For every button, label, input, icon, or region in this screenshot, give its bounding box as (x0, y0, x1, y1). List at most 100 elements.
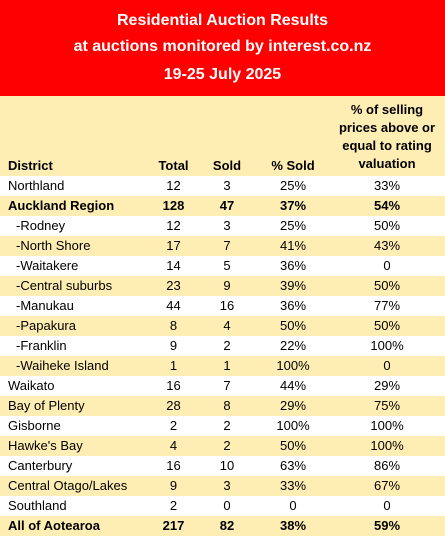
title-line-2: at auctions monitored by interest.co.nz (73, 38, 372, 55)
cell-valuation: 43% (373, 238, 401, 253)
header-row: District Total Sold % Sold % of selling … (0, 96, 445, 176)
table-row: -Papakura 8 4 50% 50% (0, 316, 445, 336)
cell-total: 9 (169, 338, 178, 353)
table-row: -North Shore 17 7 41% 43% (0, 236, 445, 256)
cell-total: 16 (166, 378, 181, 393)
table-row: Northland 12 3 25% 33% (0, 176, 445, 196)
table-row: -Rodney 12 3 25% 50% (0, 216, 445, 236)
cell-pct-sold: 37% (279, 198, 307, 213)
table-row: Southland 2 0 0 0 (0, 496, 445, 516)
cell-pct-sold: 25% (279, 178, 307, 193)
table-row: -Waitakere 14 5 36% 0 (0, 256, 445, 276)
cell-sold: 82 (219, 518, 235, 533)
cell-valuation: 0 (383, 258, 391, 273)
cell-valuation: 0 (383, 498, 391, 513)
cell-valuation: 86% (373, 458, 401, 473)
cell-valuation: 50% (373, 218, 401, 233)
cell-total: 8 (169, 318, 178, 333)
column-header-total: Total (150, 96, 197, 176)
cell-total: 12 (166, 218, 181, 233)
cell-total: 4 (169, 438, 178, 453)
cell-total: 12 (166, 178, 181, 193)
cell-district: -Rodney (16, 218, 66, 233)
cell-sold: 2 (223, 418, 231, 433)
cell-district: Waikato (8, 378, 55, 393)
cell-district: -Waitakere (16, 258, 79, 273)
cell-sold: 3 (223, 218, 231, 233)
cell-pct-sold: 36% (279, 258, 307, 273)
cell-district: Southland (8, 498, 67, 513)
cell-valuation: 77% (373, 298, 401, 313)
table-row-total: All of Aotearoa 217 82 38% 59% (0, 516, 445, 536)
cell-valuation: 67% (373, 478, 401, 493)
table-row: Auckland Region 128 47 37% 54% (0, 196, 445, 216)
cell-total: 2 (169, 498, 178, 513)
cell-total: 2 (169, 418, 178, 433)
cell-pct-sold: 100% (276, 358, 310, 373)
cell-pct-sold: 25% (279, 218, 307, 233)
cell-valuation: 59% (373, 518, 401, 533)
table-row: -Central suburbs 23 9 39% 50% (0, 276, 445, 296)
cell-pct-sold: 0 (289, 498, 297, 513)
cell-sold: 1 (223, 358, 231, 373)
cell-valuation: 75% (373, 398, 401, 413)
cell-sold: 7 (223, 238, 231, 253)
cell-district: -North Shore (16, 238, 91, 253)
column-header-sold: Sold (197, 96, 257, 176)
title-banner: Residential Auction Results at auctions … (0, 0, 445, 96)
cell-pct-sold: 39% (279, 278, 307, 293)
cell-district: Gisborne (8, 418, 61, 433)
table-row: Hawke's Bay 4 2 50% 100% (0, 436, 445, 456)
cell-pct-sold: 29% (279, 398, 307, 413)
cell-sold: 10 (219, 458, 235, 473)
column-header-district: District (0, 96, 150, 176)
cell-district: -Franklin (16, 338, 67, 353)
cell-sold: 2 (223, 338, 231, 353)
cell-district: -Manukau (16, 298, 74, 313)
table-row: Bay of Plenty 28 8 29% 75% (0, 396, 445, 416)
cell-total: 44 (166, 298, 181, 313)
cell-sold: 3 (223, 178, 231, 193)
cell-total: 14 (166, 258, 181, 273)
column-header-valuation: % of selling prices above or equal to ra… (329, 96, 445, 176)
cell-sold: 2 (223, 438, 231, 453)
cell-sold: 3 (223, 478, 231, 493)
title-date: 19-25 July 2025 (163, 66, 282, 83)
cell-valuation: 100% (370, 418, 404, 433)
cell-sold: 4 (223, 318, 231, 333)
cell-pct-sold: 36% (279, 298, 307, 313)
cell-sold: 7 (223, 378, 231, 393)
cell-valuation: 54% (373, 198, 401, 213)
cell-district: -Waiheke Island (16, 358, 109, 373)
table-row: Waikato 16 7 44% 29% (0, 376, 445, 396)
cell-valuation: 50% (373, 318, 401, 333)
cell-pct-sold: 33% (279, 478, 307, 493)
cell-total: 16 (166, 458, 181, 473)
table-row: -Waiheke Island 1 1 100% 0 (0, 356, 445, 376)
cell-sold: 47 (219, 198, 235, 213)
cell-total: 28 (166, 398, 181, 413)
table-row: -Franklin 9 2 22% 100% (0, 336, 445, 356)
cell-valuation: 100% (370, 338, 404, 353)
cell-pct-sold: 44% (279, 378, 307, 393)
valuation-header-line-2: prices above or (338, 120, 436, 135)
cell-district: -Papakura (16, 318, 76, 333)
cell-sold: 9 (223, 278, 231, 293)
cell-district: Northland (8, 178, 65, 193)
cell-total: 23 (166, 278, 181, 293)
cell-district: Canterbury (8, 458, 73, 473)
cell-valuation: 100% (370, 438, 404, 453)
cell-pct-sold: 41% (279, 238, 307, 253)
table-row: -Manukau 44 16 36% 77% (0, 296, 445, 316)
cell-valuation: 0 (383, 358, 391, 373)
results-table: District Total Sold % Sold % of selling … (0, 96, 445, 536)
cell-pct-sold: 100% (276, 418, 310, 433)
cell-pct-sold: 50% (279, 318, 307, 333)
table-row: Gisborne 2 2 100% 100% (0, 416, 445, 436)
cell-valuation: 29% (373, 378, 401, 393)
valuation-header-line-4: valuation (358, 156, 416, 171)
title-line-1: Residential Auction Results (117, 12, 328, 29)
table-row: Canterbury 16 10 63% 86% (0, 456, 445, 476)
cell-sold: 16 (219, 298, 235, 313)
